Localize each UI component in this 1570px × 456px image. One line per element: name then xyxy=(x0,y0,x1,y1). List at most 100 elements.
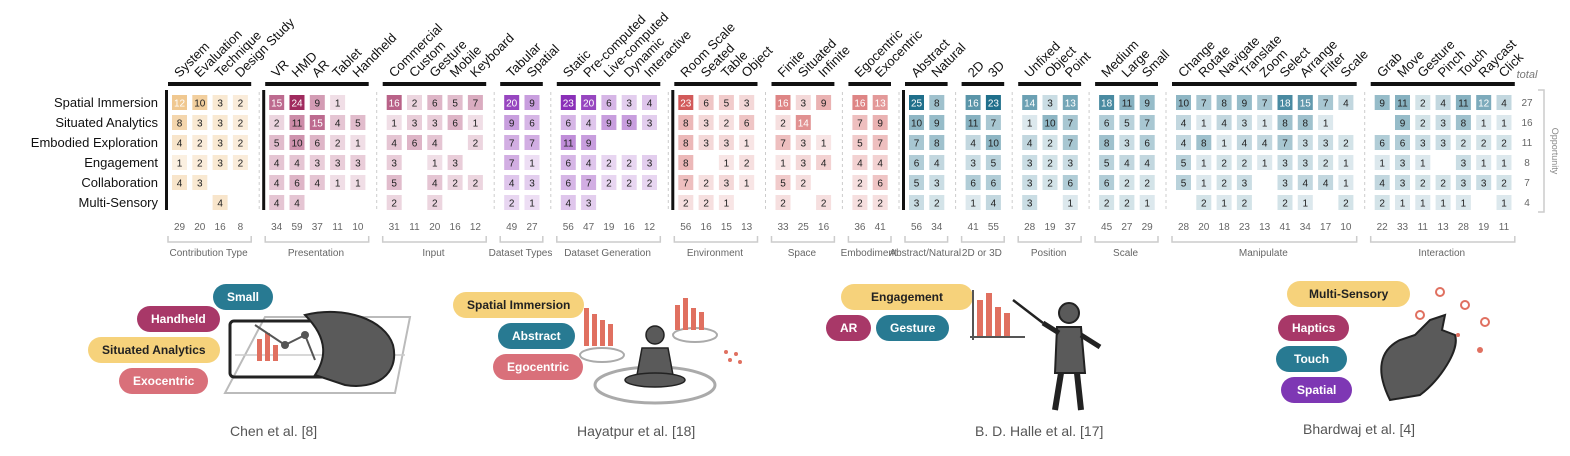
heatmap-cell xyxy=(524,195,540,210)
cell-value: 5 xyxy=(1124,119,1130,130)
cell-value: 2 xyxy=(724,119,730,130)
heatmap-cell xyxy=(929,95,945,110)
cell-value: 4 xyxy=(1144,159,1150,170)
heatmap-cell xyxy=(289,175,305,190)
cell-value: 6 xyxy=(744,119,750,130)
heatmap-cell xyxy=(581,155,597,170)
group-header-bar xyxy=(556,82,661,86)
cell-value: 4 xyxy=(821,159,827,170)
cell-value: 3 xyxy=(1068,159,1074,170)
heatmap-cell xyxy=(1415,195,1431,210)
cell-value: 3 xyxy=(1400,159,1406,170)
column-total: 11 xyxy=(409,222,420,233)
heatmap-cell xyxy=(985,195,1001,210)
heatmap-cell xyxy=(467,95,483,110)
heatmap-cell xyxy=(212,95,228,110)
column-total: 16 xyxy=(624,222,636,233)
heatmap-cell xyxy=(698,135,714,150)
cell-value: 6 xyxy=(970,179,976,190)
group-bracket xyxy=(264,236,370,243)
opportunity-bracket xyxy=(1538,89,1545,213)
column-total: 28 xyxy=(1024,222,1036,233)
heatmap-cell xyxy=(1318,115,1334,130)
heatmap-cell xyxy=(1062,155,1078,170)
heatmap-cell xyxy=(427,195,443,210)
heatmap-cell xyxy=(1257,155,1273,170)
heatmap-cell xyxy=(816,95,832,110)
heatmap-cell xyxy=(192,155,208,170)
group-bracket xyxy=(167,236,252,243)
cell-value: 3 xyxy=(703,139,709,150)
heatmap-cell xyxy=(1176,175,1191,190)
column-total: 41 xyxy=(875,222,887,233)
heatmap-cell xyxy=(1216,175,1232,190)
group-header-bar xyxy=(1172,82,1357,86)
group-divider xyxy=(769,90,772,210)
cell-value: 4 xyxy=(1181,139,1187,150)
heatmap-cell xyxy=(407,115,422,130)
heatmap-cell xyxy=(1277,175,1293,190)
cell-value: 5 xyxy=(857,139,863,150)
cell-value: 10 xyxy=(291,139,303,150)
group-bracket xyxy=(960,236,1005,243)
cell-value: 7 xyxy=(683,179,689,190)
group-bracket xyxy=(1094,236,1159,243)
cell-value: 4 xyxy=(432,139,438,150)
cell-value: 3 xyxy=(217,119,223,130)
cell-value: 11 xyxy=(1122,99,1133,110)
cell-value: 8 xyxy=(1282,119,1288,130)
cell-value: 6 xyxy=(529,119,535,130)
group-label: Interaction xyxy=(1418,248,1465,259)
cell-value: 1 xyxy=(529,159,535,170)
column-total: 19 xyxy=(1478,222,1490,233)
cell-value: 5 xyxy=(274,139,280,150)
heatmap-cell xyxy=(172,95,187,110)
cell-value: 1 xyxy=(1481,119,1487,130)
cell-value: 4 xyxy=(177,139,183,150)
cell-value: 7 xyxy=(780,139,786,150)
heatmap-cell xyxy=(1119,115,1135,130)
cell-value: 13 xyxy=(875,99,887,110)
heatmap-cell xyxy=(1297,155,1313,170)
cell-value: 6 xyxy=(566,179,572,190)
cell-value: 1 xyxy=(1068,199,1074,210)
caption-halle: B. D. Halle et al. [17] xyxy=(975,423,1104,439)
column-total: 37 xyxy=(1065,222,1077,233)
heatmap-cell xyxy=(407,135,422,150)
cell-value: 9 xyxy=(529,99,535,110)
heatmap-cell xyxy=(872,155,888,170)
heatmap-cell xyxy=(795,115,811,130)
heatmap-cell xyxy=(1435,115,1451,130)
cell-value: 4 xyxy=(647,99,653,110)
cell-value: 2 xyxy=(1343,139,1349,150)
heatmap-cell xyxy=(816,155,832,170)
cell-value: 6 xyxy=(294,179,300,190)
group-divider xyxy=(497,90,500,210)
group-divider xyxy=(671,90,675,210)
heatmap-cell xyxy=(1455,135,1471,150)
heatmap-cell xyxy=(718,175,734,190)
heatmap-cell xyxy=(795,175,811,190)
heatmap-cell xyxy=(678,195,694,210)
column-total: 13 xyxy=(741,222,753,233)
cell-value: 1 xyxy=(1221,139,1227,150)
heatmap-cell xyxy=(852,195,868,210)
heatmap-cell xyxy=(1236,95,1252,110)
heatmap-cell xyxy=(1277,195,1293,210)
heatmap-cell xyxy=(1415,95,1431,110)
cell-value: 2 xyxy=(703,199,709,210)
heatmap-cell xyxy=(504,175,520,190)
cell-value: 3 xyxy=(1282,179,1288,190)
cell-value: 8 xyxy=(1104,139,1110,150)
cell-value: 3 xyxy=(412,119,418,130)
heatmap-cell xyxy=(909,115,924,130)
heatmap-cell xyxy=(1415,135,1431,150)
heatmap-cell xyxy=(1139,155,1155,170)
cell-value: 1 xyxy=(1201,159,1207,170)
hand-haptics-illustration xyxy=(1380,287,1490,402)
heatmap-cell xyxy=(232,155,248,170)
heatmap-cell xyxy=(621,115,637,130)
group-header-bar xyxy=(1018,82,1082,86)
heatmap-cell xyxy=(1139,195,1155,210)
column-label: Scale xyxy=(1337,47,1371,81)
